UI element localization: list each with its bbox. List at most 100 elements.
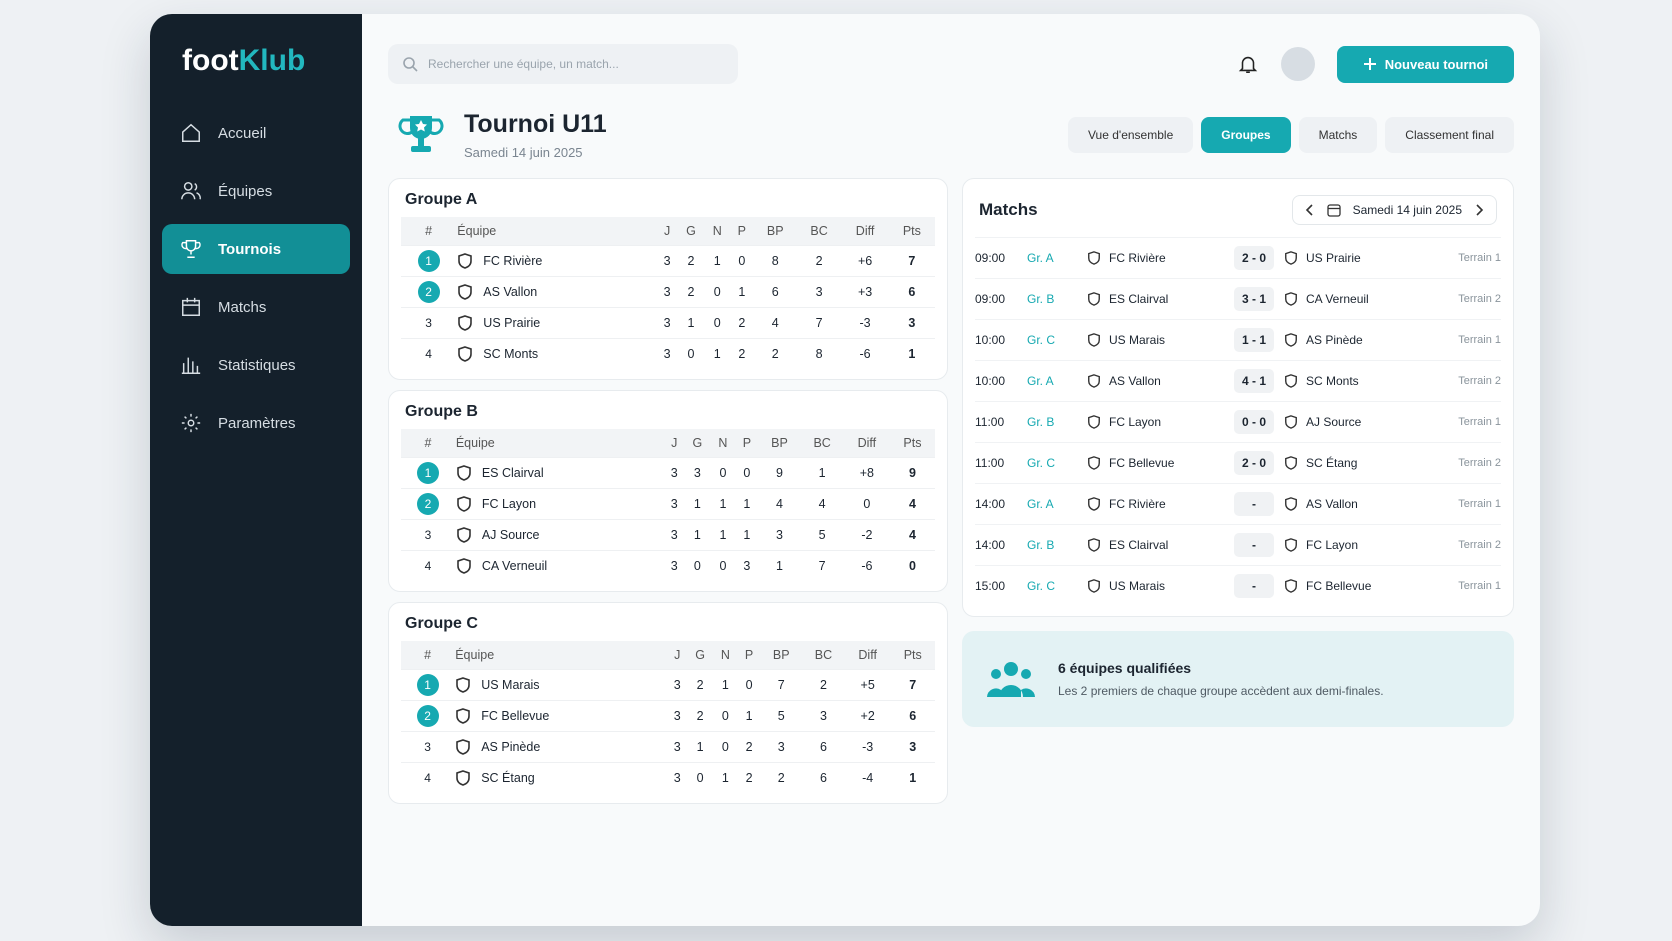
tab[interactable]: Groupes [1201,117,1291,153]
team-cell: SC Monts [456,338,657,369]
rank: 3 [424,739,431,754]
stat-cell: 3 [890,730,935,762]
header: Tournoi U11 Samedi 14 juin 2025 Vue d'ens… [388,92,1514,178]
date-picker[interactable]: Samedi 14 juin 2025 [1291,195,1497,225]
nav-item[interactable]: Matchs [162,282,350,332]
team-name: US Marais [481,678,540,692]
team-name: ES Clairval [1109,538,1169,552]
column-header: J [656,217,678,245]
stat-cell: 1 [710,518,736,550]
column-header: N [713,641,738,669]
column-header: G [677,217,705,245]
match-group: Gr. B [1027,415,1055,429]
new-button[interactable]: Nouveau tournoi [1336,45,1514,83]
team-name: FC Layon [1109,415,1162,429]
prev-icon[interactable] [1305,204,1315,216]
away-team: SC Monts [1284,373,1431,389]
rank-cell: 2 [401,275,457,307]
match-time: 11:00 [975,456,1005,470]
group-card: Groupe B # Équipe J G N P BP BC Diff Pts 1 ES Clairv… [388,390,948,592]
column-header: # [401,217,457,245]
match-row[interactable]: 11:00 Gr. B FC Layon 0 - 0 AJ Source Terrain … [975,401,1501,442]
stat-cell: 1 [735,518,759,550]
match-row[interactable]: 14:00 Gr. A FC Rivière - AS Vallon Terrain 1 [975,483,1501,524]
bell-icon[interactable] [1237,53,1259,75]
stat-cell: 0 [687,761,714,793]
team-name: FC Layon [481,497,537,511]
team-name: FC Layon [1306,538,1359,552]
tab[interactable]: Matchs [1298,117,1378,153]
stat-cell: +5 [844,668,891,700]
standing-row: 1 FC Rivière 3 2 1 0 8 2 +6 7 [401,244,935,276]
stat-cell: 3 [760,730,802,762]
group-name: Groupe B [405,403,478,420]
match-row[interactable]: 11:00 Gr. C FC Bellevue 2 - 0 SC Étang Terrai… [975,442,1501,483]
calendar-icon [1326,204,1341,217]
matches-title: Matchs [979,200,1038,219]
stat-cell: 7 [888,244,935,276]
stat-cell: 1 [758,549,801,581]
rank: 1 [416,673,439,696]
stat-cell: 3 [801,699,845,731]
stat-cell: 2 [729,306,754,338]
team-icon [987,662,1035,697]
stat-cell: 1 [704,244,730,276]
stat-cell: 3 [667,699,688,731]
column-header: P [729,217,754,245]
team-cell: US Marais [454,669,668,700]
standing-row: 1 US Marais 3 2 1 0 7 2 +5 7 [401,668,935,700]
header-row: # Équipe J G N P BP BC Diff Pts [401,429,935,457]
stat-cell: 0 [684,549,711,581]
main: Rechercher une équipe, un match... Nouve… [362,14,1540,926]
tab[interactable]: Classement final [1385,117,1514,153]
stat-cell: 1 [737,699,761,731]
nav-item[interactable]: Paramètres [162,398,350,448]
stat-cell: 6 [753,275,797,307]
match-row[interactable]: 10:00 Gr. C US Marais 1 - 1 AS Pinède Terrain… [975,319,1501,360]
nav-item[interactable]: Accueil [162,108,350,158]
nav-item[interactable]: Tournois [162,224,350,274]
stat-cell: 4 [753,306,797,338]
team-name: FC Rivière [1109,251,1166,265]
stat-cell: 1 [704,337,730,369]
stat-cell: 1 [713,668,738,700]
match-row[interactable]: 10:00 Gr. A AS Vallon 4 - 1 SC Monts Terrain … [975,360,1501,401]
header-row: # Équipe J G N P BP BC Diff Pts [401,641,935,669]
match-row[interactable]: 09:00 Gr. B ES Clairval 3 - 1 CA Verneuil Ter… [975,278,1501,319]
match-row[interactable]: 09:00 Gr. A FC Rivière 2 - 0 US Prairie Terra… [975,237,1501,278]
column-header: P [735,429,759,457]
match-group: Gr. B [1027,292,1055,306]
team-shield [458,346,473,362]
search[interactable]: Rechercher une équipe, un match... [388,44,738,84]
standing-row: 2 FC Layon 3 1 1 1 4 4 0 4 [401,487,935,519]
tab[interactable]: Vue d'ensemble [1068,117,1194,153]
home-team: FC Rivière [1087,496,1234,512]
match-field: Terrain 2 [1458,375,1501,387]
rank-cell: 3 [401,306,457,338]
team-shield [456,708,471,724]
stat-cell: 0 [704,306,730,338]
next-icon[interactable] [1474,204,1484,216]
standing-row: 3 AJ Source 3 1 1 1 3 5 -2 4 [401,518,935,550]
standings-table: # Équipe J G N P BP BC Diff Pts 1 ES Clairval 3 3 0 0 9 1… [401,429,935,581]
nav-item[interactable]: Statistiques [162,340,350,390]
home-team: FC Rivière [1087,250,1234,266]
stat-cell: 5 [800,518,844,550]
rank-cell: 3 [401,730,455,762]
match-score: 3 - 1 [1234,287,1274,311]
team-cell: ES Clairval [454,457,665,488]
match-row[interactable]: 15:00 Gr. C US Marais - FC Bellevue Terrain 1 [975,565,1501,606]
column-header: N [710,429,736,457]
column-header: BP [760,641,802,669]
brand[interactable]: footKlub [162,44,350,108]
app-window: footKlub Accueil Équipes Tournois Matchs Sta… [150,14,1540,926]
team-name: US Prairie [483,316,541,330]
avatar[interactable] [1280,47,1315,81]
stat-cell: 1 [888,337,935,369]
stat-cell: -4 [844,761,891,793]
team-name: FC Rivière [483,254,543,268]
nav-item[interactable]: Équipes [162,166,350,216]
match-row[interactable]: 14:00 Gr. B ES Clairval - FC Layon Terrain 2 [975,524,1501,565]
standing-row: 4 SC Étang 3 0 1 2 2 6 -4 1 [401,761,935,793]
column-header: Diff [844,641,891,669]
